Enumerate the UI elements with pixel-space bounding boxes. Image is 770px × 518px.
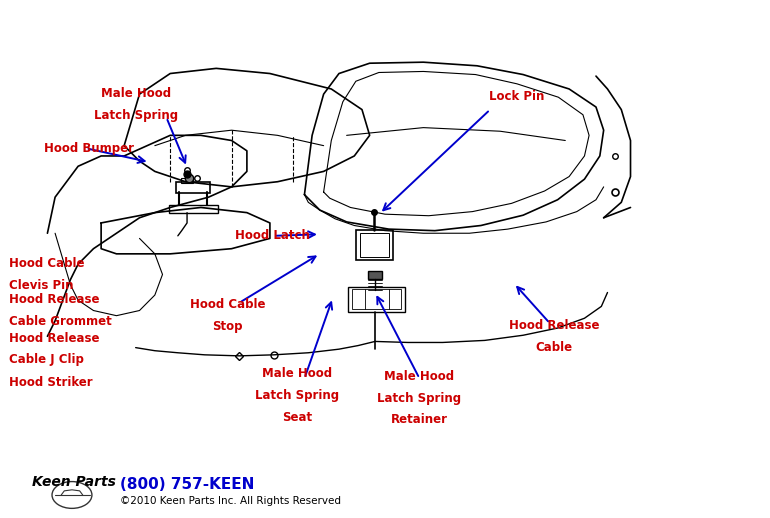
Text: Hood Release: Hood Release (9, 293, 99, 306)
Bar (181, 178, 193, 183)
Text: Cable Grommet: Cable Grommet (9, 315, 112, 328)
Text: ©2010 Keen Parts Inc. All Rights Reserved: ©2010 Keen Parts Inc. All Rights Reserve… (120, 496, 341, 506)
Text: Hood Release: Hood Release (508, 319, 599, 332)
Text: (800) 757-KEEN: (800) 757-KEEN (120, 477, 255, 492)
Bar (169, 206, 218, 212)
Text: Hood Cable: Hood Cable (190, 298, 266, 311)
Text: Retainer: Retainer (391, 413, 448, 426)
Bar (348, 287, 405, 311)
Bar (352, 290, 401, 309)
Text: Hood Latch: Hood Latch (236, 229, 310, 242)
Text: Lock Pin: Lock Pin (489, 90, 544, 103)
Text: Hood Striker: Hood Striker (9, 376, 92, 389)
Bar (176, 182, 210, 193)
Text: Cable: Cable (535, 341, 572, 354)
Text: Clevis Pin: Clevis Pin (9, 279, 74, 292)
Text: Male Hood: Male Hood (262, 367, 332, 380)
Text: Male Hood: Male Hood (384, 370, 454, 383)
Text: Latch Spring: Latch Spring (94, 109, 178, 122)
Text: Latch Spring: Latch Spring (255, 389, 339, 402)
Bar (360, 233, 389, 257)
Text: Cable J Clip: Cable J Clip (9, 353, 84, 366)
Text: Seat: Seat (282, 411, 312, 424)
Text: Hood Cable: Hood Cable (9, 257, 85, 270)
Text: Hood Bumper: Hood Bumper (44, 142, 133, 155)
Text: Keen Parts: Keen Parts (32, 474, 116, 488)
Text: Hood Release: Hood Release (9, 332, 99, 345)
Bar (368, 271, 382, 279)
Bar (356, 230, 393, 260)
Text: Stop: Stop (213, 320, 243, 333)
Text: Latch Spring: Latch Spring (377, 392, 461, 405)
Text: Male Hood: Male Hood (101, 87, 171, 100)
